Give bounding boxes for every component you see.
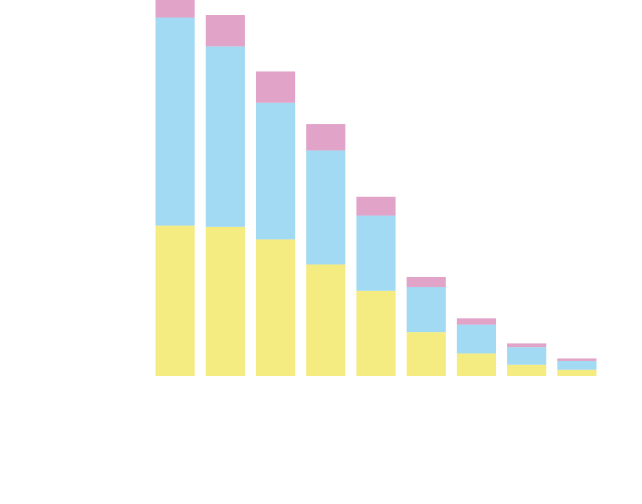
bar-segment-9-series-3 [557,358,597,361]
bar-segment-5-series-1 [356,290,396,376]
bar-segment-4-series-3 [306,124,346,151]
bar-segment-7-series-1 [456,353,497,376]
bar-segment-8-series-2 [507,347,547,365]
bar-segment-5-series-3 [356,196,396,216]
bar-segment-4-series-2 [306,150,346,265]
bar-segment-1-series-2 [155,17,195,226]
bar-segment-8-series-1 [507,364,547,376]
bar-segment-5-series-2 [356,215,396,291]
bar-segment-1-series-3 [155,0,195,18]
bar-segment-2-series-3 [205,15,245,47]
bar-segment-9-series-1 [557,369,597,376]
bar-segment-3-series-1 [255,239,296,376]
bar-segment-6-series-2 [406,287,446,333]
bar-segment-1-series-1 [155,225,195,376]
bar-segment-3-series-2 [255,102,296,240]
bar-segment-6-series-1 [406,332,446,376]
bar-segment-6-series-3 [406,276,446,288]
bar-segment-4-series-1 [306,264,346,376]
bar-segment-3-series-3 [255,71,296,103]
bar-segment-2-series-2 [205,46,245,227]
bars-group [155,0,597,376]
bar-segment-7-series-3 [456,318,497,325]
bar-segment-9-series-2 [557,360,597,370]
bar-segment-2-series-1 [205,226,245,376]
bar-segment-7-series-2 [456,324,497,354]
bar-segment-8-series-3 [507,343,547,348]
